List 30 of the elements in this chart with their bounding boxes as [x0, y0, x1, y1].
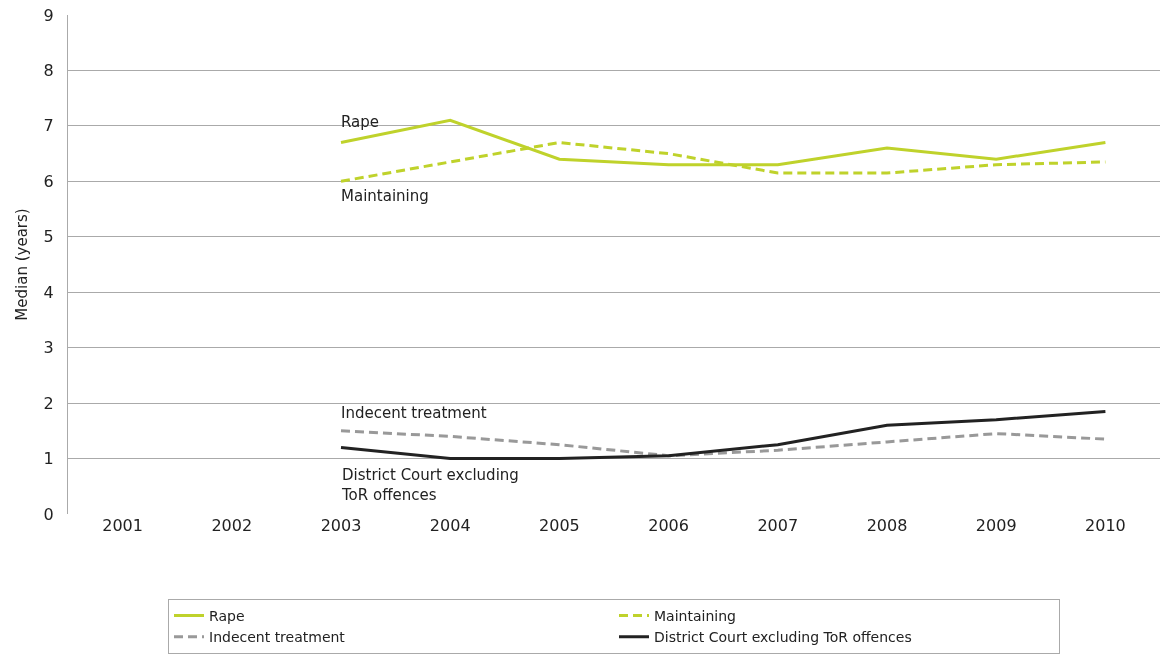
y-tick-label: 8: [43, 61, 54, 81]
x-tick-label: 2007: [757, 516, 799, 535]
y-tick-label: 6: [43, 171, 54, 191]
x-tick-label: 2002: [211, 516, 253, 535]
x-tick-label: 2010: [1085, 516, 1126, 535]
x-tick-label: 2008: [866, 516, 908, 535]
annotation: Rape: [341, 113, 380, 131]
legend-label: Indecent treatment: [209, 629, 346, 646]
y-tick-label: 3: [43, 338, 54, 358]
x-tick-label: 2005: [539, 516, 580, 535]
y-tick-label: 9: [43, 5, 54, 25]
annotation: Maintaining: [341, 187, 429, 205]
y-tick-label: 4: [43, 282, 54, 302]
annotation: Indecent treatment: [341, 404, 487, 422]
x-tick-label: 2006: [648, 516, 689, 535]
y-axis-title: Median (years): [12, 208, 31, 321]
legend-label: Rape: [209, 607, 245, 624]
x-tick-label: 2004: [429, 516, 471, 535]
y-tick-label: 5: [43, 227, 54, 247]
y-tick-label: 1: [43, 449, 54, 469]
y-tick-label: 2: [43, 393, 54, 413]
x-tick-label: 2009: [975, 516, 1017, 535]
annotation: District Court excluding ToR offences: [341, 466, 519, 504]
y-tick-label: 0: [43, 504, 54, 524]
legend-label: District Court excluding ToR offences: [654, 629, 912, 646]
line-series: [339, 429, 1107, 458]
y-tick-label: 7: [43, 116, 54, 136]
x-tick-label: 2003: [320, 516, 362, 535]
x-tick-label: 2001: [102, 516, 143, 535]
legend-label: Maintaining: [654, 607, 736, 624]
